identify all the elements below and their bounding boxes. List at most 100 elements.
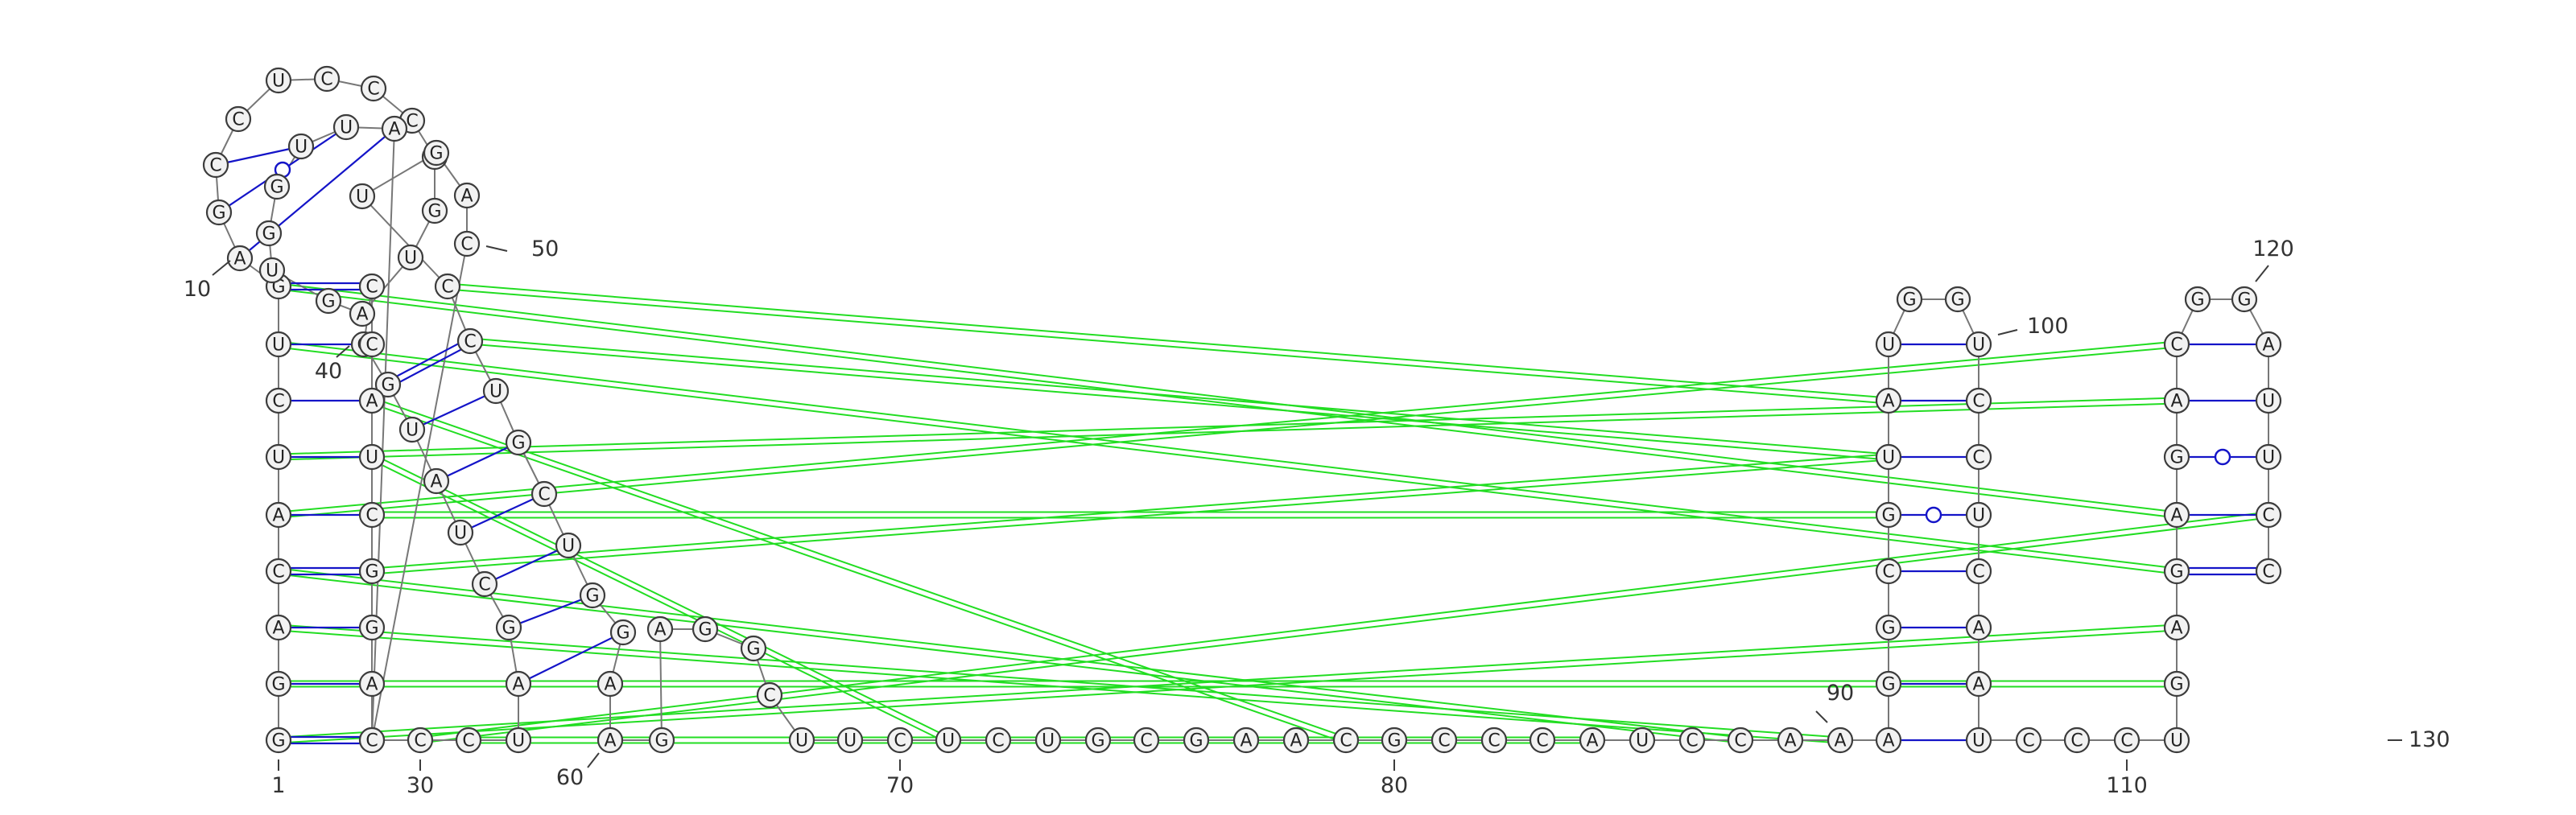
nucleotide-4: C (265, 558, 292, 585)
nucleotide-111: C (2113, 727, 2140, 754)
nucleotide-circle (985, 727, 1012, 754)
nucleotide-letter: G (1881, 619, 1895, 639)
nucleotide-letter: C (992, 731, 1004, 751)
nucleotide-68: C (756, 681, 783, 709)
nucleotide-letter: C (763, 686, 775, 706)
nucleotide-letter: G (746, 640, 760, 660)
nucleotide-37: A (423, 467, 450, 495)
nucleotide-circle (2255, 331, 2282, 358)
nucleotide-letter: G (585, 587, 599, 607)
nucleotide-letter: A (1882, 731, 1894, 751)
nucleotide-46: G (358, 558, 386, 585)
nucleotide-letter: C (232, 110, 244, 130)
nucleotide-circle (1875, 501, 1902, 529)
nucleotide-circle (2255, 387, 2282, 414)
nucleotide-circle (1282, 727, 1310, 754)
base-pair-34-60 (508, 594, 593, 629)
nucleotide-80: C (1332, 727, 1360, 754)
tertiary-interaction-6-118-b (278, 397, 2177, 455)
nucleotide-letter: A (233, 249, 246, 270)
nucleotide-58: C (530, 480, 558, 508)
nucleotide-67: G (740, 635, 767, 662)
nucleotide-circle (740, 635, 767, 662)
number-label-80: 80 (1381, 773, 1408, 798)
nucleotide-letter: G (2169, 448, 2183, 468)
backbone-49-50 (371, 243, 468, 741)
number-tick-60 (587, 752, 600, 768)
nucleotide-circle (609, 619, 637, 646)
backbone-64-65 (659, 628, 663, 741)
nucleotide-115: G (2163, 558, 2190, 585)
nucleotide-circle (2255, 443, 2282, 471)
nucleotide-letter: U (454, 524, 467, 544)
nucleotide-circle (646, 615, 674, 643)
nucleotide-circle (358, 727, 386, 754)
nucleotide-1: G (265, 727, 292, 754)
number-label-60: 60 (556, 765, 584, 790)
number-tick-40 (336, 345, 350, 358)
nucleotide-circle (505, 429, 532, 456)
tertiary-interaction-54-97-b (448, 282, 1889, 399)
nucleotide-31: C (455, 727, 482, 754)
nucleotide-circle (358, 501, 386, 529)
nucleotide-44: U (358, 443, 386, 471)
tertiary-interaction-8-115-b (279, 340, 2178, 570)
nucleotide-16: C (360, 75, 387, 102)
nucleotide-circle (1133, 727, 1160, 754)
nucleotide-letter: A (1290, 731, 1302, 751)
nucleotide-circle (423, 139, 450, 167)
nucleotide-55: C (456, 327, 484, 355)
nucleotide-letter: G (2169, 675, 2183, 695)
nucleotide-letter: A (1972, 675, 1984, 695)
nucleotide-99: G (1896, 286, 1923, 313)
nucleotide-letter: A (2262, 335, 2274, 356)
nucleotide-94: C (1875, 558, 1902, 585)
tertiary-interaction-9-116-b (279, 282, 2178, 513)
nucleotide-82: C (1430, 727, 1458, 754)
number-label-70: 70 (886, 773, 914, 798)
nucleotide-circle (2255, 501, 2282, 529)
nucleotide-119: C (2163, 331, 2190, 358)
nucleotide-letter: C (1140, 731, 1152, 751)
nucleotide-circle (265, 387, 292, 414)
nucleotide-circle (2113, 727, 2140, 754)
nucleotide-circle (1965, 670, 1992, 698)
tertiary-interaction-9-116 (278, 288, 2177, 519)
nucleotide-circle (315, 287, 342, 315)
nucleotide-circle (202, 151, 229, 179)
nucleotide-letter: U (1972, 731, 1985, 751)
nucleotide-letter: G (2237, 290, 2251, 311)
nucleotide-125: C (2255, 501, 2282, 529)
nucleotide-circle (358, 331, 386, 358)
nucleotide-circle (1727, 727, 1754, 754)
nucleotide-letter: A (1834, 731, 1846, 751)
nucleotide-letter: C (2070, 731, 2083, 751)
nucleotide-66: G (691, 615, 719, 643)
nucleotide-75: G (1084, 727, 1112, 754)
nucleotide-118: A (2163, 387, 2190, 414)
nucleotide-circle (1034, 727, 1062, 754)
nucleotide-letter: U (365, 448, 378, 468)
nucleotide-81: G (1381, 727, 1408, 754)
nucleotide-circle (381, 115, 408, 142)
nucleotide-96: U (1875, 443, 1902, 471)
nucleotide-letter: A (1784, 731, 1796, 751)
nucleotide-letter: A (2170, 392, 2182, 412)
nucleotide-circle (265, 614, 292, 641)
nucleotide-letter: G (698, 620, 712, 640)
nucleotide-letter: C (365, 506, 378, 526)
nucleotide-54: C (434, 273, 461, 300)
nucleotide-45: C (358, 501, 386, 529)
nucleotide-circle (265, 331, 292, 358)
nucleotide-letter: C (464, 332, 476, 352)
base-pair-35-59 (484, 545, 569, 585)
nucleotide-circle (407, 727, 434, 754)
nucleotide-circle (358, 273, 386, 300)
nucleotide-circle (1381, 727, 1408, 754)
nucleotide-circle (1944, 286, 1971, 313)
wobble-pair-marker-95-104 (1925, 506, 1942, 524)
nucleotide-51: A (453, 182, 481, 209)
nucleotide-108: U (1965, 727, 1992, 754)
